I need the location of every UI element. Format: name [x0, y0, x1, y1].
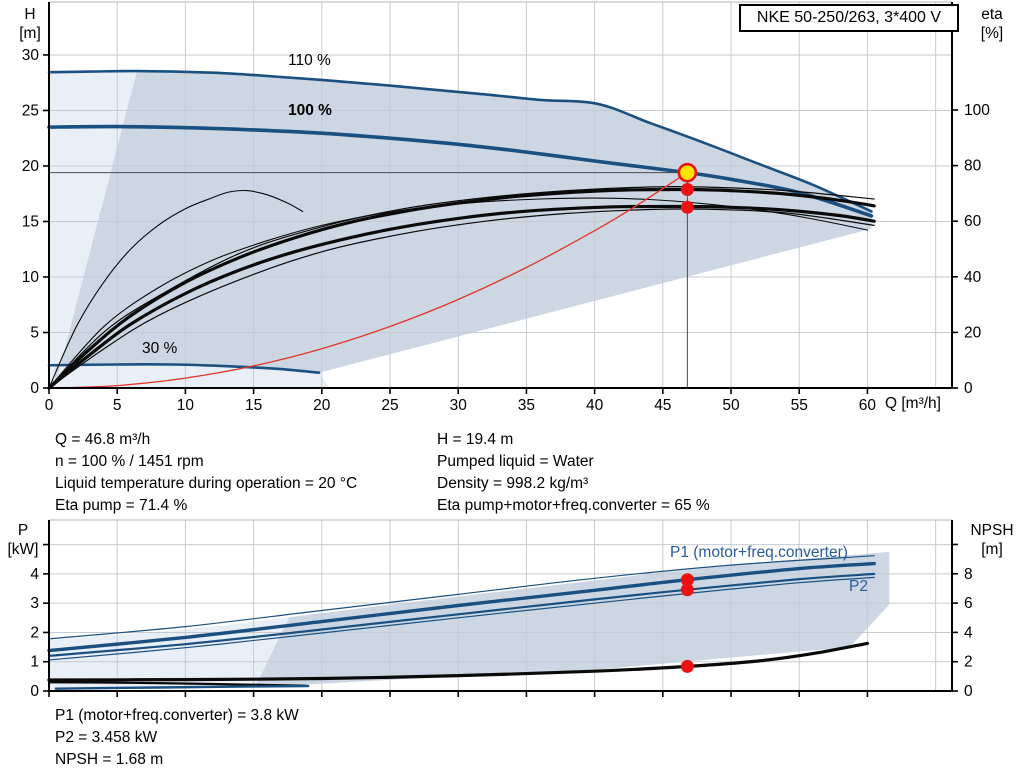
tick-label-left: 10: [22, 269, 40, 286]
cond-h: H = 19.4 m: [437, 431, 514, 448]
cond-q: Q = 46.8 m³/h: [55, 431, 151, 448]
envelope-main: [55, 71, 872, 387]
tick-label-x: 45: [654, 397, 671, 414]
p-envelope-pale: [49, 617, 290, 690]
result-p1: P1 (motor+freq.converter) = 3.8 kW: [55, 707, 299, 724]
result-p2: P2 = 3.458 kW: [55, 729, 158, 746]
tick-label-right: 100: [964, 102, 990, 119]
speed-30-curve: [47, 363, 321, 374]
qh-eta-chart: 0 5 10 15 20 25 30 35 40 45 50 55 60 0 5 10 15 20 25 30 0 20 4…: [22, 1, 990, 414]
tick-label-x: 15: [245, 397, 262, 414]
tick-label-left: 0: [30, 683, 39, 700]
tick-label-right: 6: [964, 595, 973, 612]
tick-label-left: 3: [30, 595, 39, 612]
eta-pump-curve: [47, 187, 876, 390]
eta-axis-title: eta [%]: [980, 6, 1004, 42]
system-curve: [48, 171, 689, 389]
p1-tolerance: [48, 555, 875, 640]
eta-cross-tolerance: [48, 197, 868, 389]
npsh-30-curve: [47, 681, 307, 687]
p2-curve: [47, 572, 876, 657]
duty-point-p2: [680, 583, 694, 597]
envelope-pale-under-30: [49, 364, 330, 388]
cond-liquid-temp: Liquid temperature during operation = 20…: [55, 475, 358, 492]
cond-pumped-liquid: Pumped liquid = Water: [437, 453, 594, 470]
duty-point-eta-pump: [680, 183, 694, 197]
cond-n: n = 100 % / 1451 rpm: [55, 453, 204, 470]
tick-label-left: 4: [30, 566, 39, 583]
tick-label-x: 0: [45, 397, 54, 414]
tick-label-x: 50: [722, 397, 740, 414]
conditions-left-block: Q = 46.8 m³/h n = 100 % / 1451 rpm Liqui…: [55, 429, 357, 517]
duty-point-eta-total: [680, 200, 694, 214]
tick-label-right: 4: [964, 624, 973, 641]
result-npsh: NPSH = 1.68 m: [55, 751, 164, 768]
p1-curve: [47, 561, 876, 653]
tick-label-left: 15: [22, 213, 39, 230]
duty-point-npsh: [680, 659, 694, 673]
tick-label-right: 20: [964, 324, 982, 341]
duty-point-p1: [680, 573, 694, 587]
label-speed-30: 30 %: [142, 340, 178, 357]
cond-density: Density = 998.2 kg/m³: [437, 475, 589, 492]
tick-label-x: 20: [313, 397, 331, 414]
tick-label-x: 55: [791, 397, 808, 414]
tick-label-left: 5: [30, 324, 39, 341]
pump-type-title: NKE 50-250/263, 3*400 V: [739, 4, 959, 32]
q-axis-title: Q [m³/h]: [885, 395, 941, 412]
h-axis-title: H [m]: [19, 6, 41, 42]
tick-label-right: 0: [964, 683, 973, 700]
tick-label-right: 40: [964, 269, 982, 286]
p2-tolerance: [48, 576, 875, 661]
tick-label-left: 20: [22, 158, 40, 175]
tick-label-right: 0: [964, 380, 973, 397]
tick-label-left: 0: [30, 380, 39, 397]
tick-label-right: 60: [964, 213, 982, 230]
label-speed-110: 110 %: [288, 52, 331, 69]
tick-label-right: 2: [964, 654, 973, 671]
duty-point-qh: [677, 162, 698, 183]
p-30-curve: [54, 684, 310, 690]
tick-label-right: 8: [964, 566, 973, 583]
eta-pump-tolerance: [48, 185, 875, 389]
tick-label-right: 80: [964, 158, 982, 175]
tick-label-x: 5: [113, 397, 122, 414]
eta-total-tolerance: [48, 208, 875, 389]
results-bottom-block: P1 (motor+freq.converter) = 3.8 kW P2 = …: [55, 705, 299, 771]
cond-eta-total: Eta pump+motor+freq.converter = 65 %: [437, 497, 710, 514]
label-p2-curve: P2: [849, 578, 868, 595]
tick-label-x: 10: [177, 397, 195, 414]
tick-label-left: 30: [22, 47, 40, 64]
tick-label-left: 25: [22, 102, 39, 119]
p-axis-title: P [kW]: [7, 522, 39, 558]
power-npsh-chart: 0 1 2 3 4 0 2 4 6 8: [30, 519, 973, 700]
cond-eta-pump: Eta pump = 71.4 %: [55, 497, 188, 514]
tick-label-x: 35: [518, 397, 535, 414]
tick-label-x: 30: [450, 397, 468, 414]
eta-reduced-arc: [48, 189, 304, 389]
speed-110-curve: [47, 69, 873, 213]
tick-label-x: 25: [381, 397, 398, 414]
npsh-curve: [47, 641, 869, 682]
label-p1-curve: P1 (motor+freq.converter): [670, 544, 848, 561]
tick-label-left: 1: [30, 654, 39, 671]
tick-label-x: 40: [586, 397, 604, 414]
label-speed-100: 100 %: [288, 102, 332, 119]
tick-label-left: 2: [30, 624, 39, 641]
conditions-right-block: H = 19.4 m Pumped liquid = Water Density…: [437, 429, 710, 517]
tick-label-x: 60: [859, 397, 877, 414]
speed-100-curve: [47, 124, 874, 218]
npsh-axis-title: NPSH [m]: [970, 522, 1014, 558]
